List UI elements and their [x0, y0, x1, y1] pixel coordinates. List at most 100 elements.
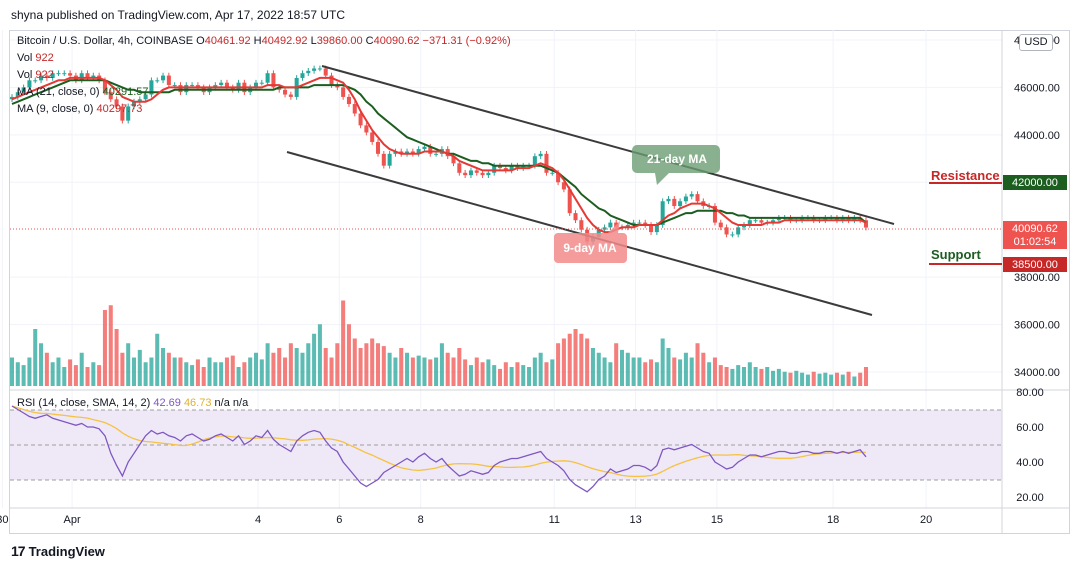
volume-bar: [660, 338, 665, 386]
candle-body: [352, 104, 357, 114]
volume-bar: [9, 357, 15, 386]
volume-bar: [474, 357, 479, 386]
volume-bar: [178, 357, 183, 386]
candle-body: [666, 198, 671, 202]
volume-bar: [480, 362, 485, 386]
resistance-price-tag: 42000.00: [1003, 175, 1067, 190]
time-tick-label: Apr: [64, 514, 81, 526]
candle-body: [143, 94, 148, 100]
support-label: Support: [931, 247, 981, 262]
volume-bar: [678, 359, 683, 386]
candle-body: [660, 201, 665, 225]
candle-body: [788, 217, 793, 221]
rsi-tick-label: 20.00: [1016, 492, 1044, 504]
svg-text:40090.62: 40090.62: [1012, 223, 1058, 235]
volume-bar: [265, 343, 270, 386]
volume-bar: [27, 357, 32, 386]
chart-frame[interactable]: [9, 30, 1070, 534]
volume-bar: [527, 367, 532, 386]
candle-body: [44, 75, 49, 78]
volume-bar: [619, 349, 625, 386]
low-value: 39860.00: [316, 35, 363, 47]
candle-body: [230, 87, 235, 90]
volume-bar: [451, 357, 456, 386]
volume-bar: [805, 374, 810, 386]
candle-body: [219, 82, 224, 86]
candle-body: [300, 73, 305, 78]
volume-bar: [224, 357, 229, 386]
volume-bar: [817, 373, 822, 386]
volume-bar: [79, 352, 84, 386]
volume-bar: [794, 370, 799, 386]
candle-body: [486, 172, 491, 176]
volume-bar: [730, 368, 735, 386]
volume-bar: [410, 357, 415, 386]
svg-text:42000.00: 42000.00: [1012, 177, 1058, 189]
tradingview-logo-icon: 17: [11, 543, 26, 559]
candle-body: [649, 224, 654, 233]
volume-bar: [184, 362, 189, 386]
candle-body: [195, 85, 200, 88]
candle-body: [532, 156, 537, 166]
volume-bar: [155, 333, 160, 386]
candle-body: [834, 217, 839, 221]
volume-bar: [457, 348, 462, 386]
price-tick-label: 46000.00: [1014, 82, 1060, 94]
volume-bar: [486, 359, 491, 386]
volume-bar: [445, 352, 450, 386]
volume-bar: [143, 362, 148, 386]
candle-body: [759, 220, 764, 223]
volume-bar: [492, 365, 497, 386]
volume-bar: [44, 352, 49, 386]
volume-bar: [253, 352, 259, 386]
volume-bar: [364, 343, 369, 386]
volume-bar: [201, 367, 206, 386]
candle-body: [213, 85, 218, 88]
volume-bar: [172, 357, 177, 386]
ma9-line: [11, 76, 867, 234]
volume-bar: [637, 357, 642, 386]
candle-body: [172, 85, 177, 87]
volume-bar: [701, 352, 706, 386]
candle-body: [236, 82, 241, 90]
time-axis: 30 Apr 4 6 8 11 13 15 18 20: [0, 514, 932, 526]
currency-button[interactable]: USD: [1019, 34, 1053, 51]
ma21-callout-text: 21-day MA: [647, 152, 707, 166]
rsi-sma-line: [11, 405, 867, 478]
candle-body: [126, 106, 131, 121]
volume-bar: [219, 362, 224, 386]
volume-bar: [649, 359, 654, 386]
candle-body: [102, 80, 107, 93]
volume-bar: [625, 352, 630, 386]
candle-body: [410, 151, 415, 154]
candle-body: [497, 165, 503, 169]
volume-bar: [108, 305, 113, 386]
volume-bar: [631, 357, 636, 386]
volume-bar: [190, 365, 195, 386]
volume-bars: [9, 300, 869, 386]
candle-body: [654, 224, 659, 233]
candle-body: [50, 73, 55, 78]
candle-body: [480, 172, 485, 176]
time-tick-label: 30: [0, 514, 9, 526]
volume-bar: [782, 371, 787, 386]
candle-body: [457, 163, 462, 173]
high-value: 40492.92: [261, 35, 308, 47]
candle-body: [161, 75, 166, 81]
candle-body: [131, 101, 137, 107]
volume-bar: [50, 362, 55, 386]
candle-body: [683, 196, 688, 202]
candle-body: [149, 80, 154, 95]
volume-bar: [39, 343, 44, 386]
candle-body: [68, 73, 73, 76]
price-tick-label: 36000.00: [1014, 320, 1060, 332]
candle-body: [56, 73, 61, 75]
candle-body: [451, 156, 456, 164]
candle-body: [811, 217, 816, 221]
candle-body: [358, 113, 363, 126]
candle-body: [608, 222, 613, 228]
volume-bar: [741, 367, 747, 386]
candle-body: [643, 222, 648, 225]
resistance-label: Resistance: [931, 168, 1000, 183]
